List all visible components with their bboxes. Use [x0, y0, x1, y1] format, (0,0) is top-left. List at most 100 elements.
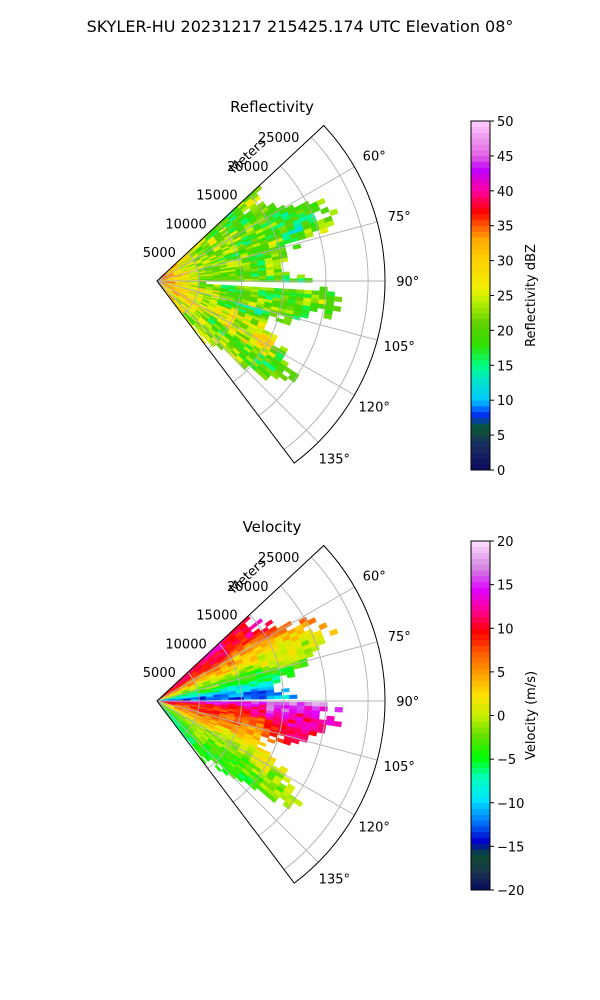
- colorbar-segment: [471, 289, 490, 296]
- colorbar-tick-label: 45: [497, 150, 514, 165]
- radar-cell: [292, 243, 302, 250]
- azimuth-line: [156, 700, 378, 761]
- colorbar-segment: [471, 260, 490, 267]
- theta-tick-label: 135°: [319, 872, 350, 887]
- radar-cell: [266, 695, 275, 700]
- colorbar-segment: [471, 208, 490, 215]
- radar-cell: [333, 720, 342, 728]
- colorbar-segment: [471, 365, 490, 372]
- colorbar-tick-label: −10: [497, 797, 524, 812]
- colorbar-segment: [471, 231, 490, 238]
- colorbar-segment: [471, 458, 490, 465]
- radar-cell: [304, 702, 313, 707]
- radar-cell: [329, 208, 339, 217]
- colorbar-segment: [471, 126, 490, 133]
- theta-tick-label: 75°: [388, 630, 411, 645]
- colorbar-segment: [471, 307, 490, 314]
- colorbar-segment: [471, 715, 490, 722]
- colorbar-segment: [471, 831, 490, 838]
- radar-cell: [221, 768, 229, 776]
- colorbar-segment: [471, 709, 490, 716]
- radar-cell: [190, 698, 199, 701]
- colorbar-segment: [471, 802, 490, 809]
- radar-cell: [316, 197, 326, 206]
- colorbar-segment: [471, 814, 490, 821]
- sector-frame-0: [156, 124, 386, 464]
- colorbar-segment: [471, 138, 490, 145]
- radar-cell: [329, 628, 339, 637]
- colorbar-segment: [471, 278, 490, 285]
- colorbar-tick-label: 50: [497, 115, 514, 130]
- radar-cell: [304, 651, 314, 659]
- radar-cell: [326, 291, 336, 297]
- colorbar-segment: [471, 587, 490, 594]
- radar-cell: [243, 696, 252, 700]
- theta-tick-label: 135°: [319, 452, 350, 467]
- colorbar-segment: [471, 558, 490, 565]
- radar-cell: [270, 371, 280, 381]
- radar-cell: [316, 638, 326, 646]
- colorbar-segment: [471, 884, 490, 891]
- range-ring: [232, 194, 285, 383]
- colorbar-segment: [471, 727, 490, 734]
- radar-cell: [312, 702, 321, 707]
- colorbar-segment: [471, 639, 490, 646]
- range-ring: [182, 251, 200, 316]
- colorbar-segment: [471, 692, 490, 699]
- colorbar-segment: [471, 342, 490, 349]
- figure-suptitle: SKYLER-HU 20231217 215425.174 UTC Elevat…: [87, 17, 514, 36]
- colorbar-tick-label: 30: [497, 255, 514, 270]
- colorbar-segment: [471, 634, 490, 641]
- azimuth-line: [156, 700, 355, 816]
- colorbar-segment: [471, 406, 490, 413]
- colorbar-segment: [471, 837, 490, 844]
- colorbar-segment: [471, 435, 490, 442]
- colorbar-segment: [471, 698, 490, 705]
- colorbar-segment: [471, 196, 490, 203]
- radar-cell: [308, 730, 318, 737]
- colorbar-segment: [471, 785, 490, 792]
- colorbar-segment: [471, 400, 490, 407]
- radar-cell: [216, 342, 224, 351]
- colorbar-segment: [471, 610, 490, 617]
- colorbar-tick-label: 0: [497, 710, 505, 725]
- colorbar-segment: [471, 773, 490, 780]
- radar-cell: [266, 701, 275, 706]
- radar-cell: [258, 701, 268, 706]
- r-tick-label: 25000: [258, 551, 299, 566]
- colorbar-segment: [471, 779, 490, 786]
- azimuth-line: [156, 700, 319, 863]
- r-tick-label: 25000: [258, 131, 299, 146]
- radar-cell: [300, 312, 309, 319]
- colorbar-segment: [471, 570, 490, 577]
- radar-cell: [279, 373, 289, 382]
- radar-cell: [282, 319, 292, 326]
- colorbar-segment: [471, 599, 490, 606]
- colorbar-segment: [471, 616, 490, 623]
- colorbar-segment: [471, 283, 490, 290]
- r-tick-label: 10000: [165, 217, 206, 232]
- radar-cell: [334, 706, 343, 713]
- colorbar-segment: [471, 132, 490, 139]
- colorbar-label: Reflectivity dBZ: [524, 244, 539, 347]
- radar-cell: [289, 694, 298, 699]
- polar-grid-1: [156, 556, 385, 870]
- r-tick-label: 5000: [143, 666, 176, 681]
- colorbar-segment: [471, 225, 490, 232]
- r-tick-label: 20000: [227, 580, 268, 595]
- radar-cell: [281, 701, 290, 706]
- colorbar-segment: [471, 446, 490, 453]
- colorbar-segment: [471, 243, 490, 250]
- range-ring: [258, 585, 327, 837]
- r-tick-label: 15000: [196, 189, 237, 204]
- colorbar-segment: [471, 376, 490, 384]
- colorbar-segment: [471, 429, 490, 436]
- radar-cell: [214, 764, 222, 773]
- colorbar-segment: [471, 359, 490, 366]
- radar-cell: [296, 274, 306, 279]
- colorbar-segment: [471, 593, 490, 600]
- colorbar-segment: [471, 541, 490, 548]
- colorbar-tick-label: −20: [497, 884, 524, 899]
- radar-cell: [266, 272, 275, 277]
- radar-cell: [268, 794, 278, 804]
